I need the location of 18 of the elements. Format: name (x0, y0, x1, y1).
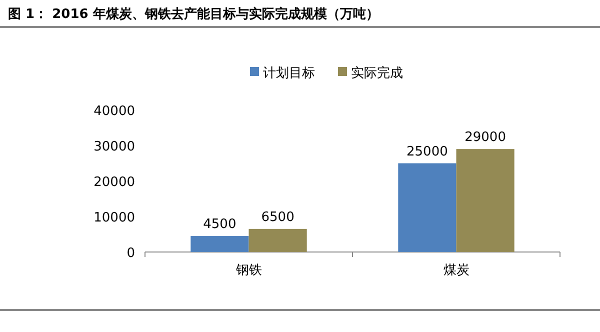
data-label: 4500 (203, 217, 236, 232)
data-label: 25000 (406, 144, 448, 160)
bar (456, 149, 514, 252)
bar (398, 163, 456, 252)
y-tick-label: 0 (126, 246, 135, 261)
y-tick-label: 30000 (94, 140, 135, 154)
data-label: 29000 (464, 130, 506, 146)
data-label: 6500 (261, 210, 294, 225)
chart-title: 图 1： 2016 年煤炭、钢铁去产能目标与实际完成规模（万吨） (8, 6, 379, 22)
y-tick-label: 40000 (94, 104, 135, 119)
x-tick-label: 钢铁 (234, 263, 262, 278)
bar (190, 236, 249, 252)
y-tick-label: 10000 (94, 210, 135, 226)
legend-label: 计划目标 (263, 66, 315, 81)
bar (248, 228, 307, 252)
legend-label: 实际完成 (351, 65, 403, 81)
y-tick-label: 20000 (94, 175, 135, 190)
x-tick-label: 煤炭 (443, 263, 470, 278)
